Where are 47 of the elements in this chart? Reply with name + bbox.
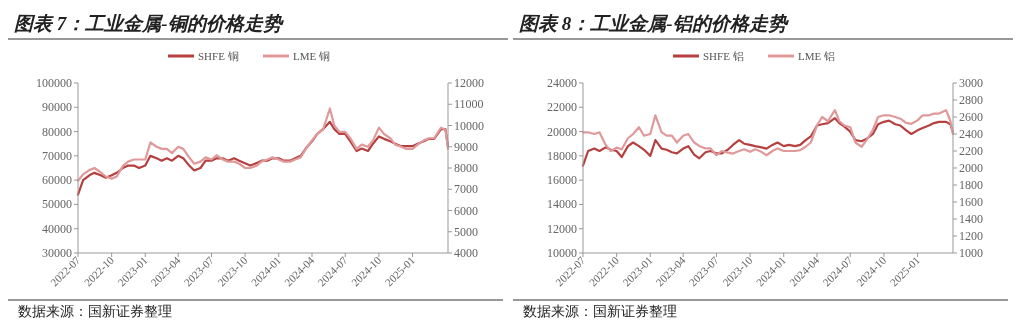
y-tick-label: 14000 xyxy=(547,197,577,212)
y2-tick-label: 2200 xyxy=(959,144,983,158)
line-series xyxy=(581,109,955,157)
y2-tick-label: 4000 xyxy=(454,246,478,260)
y2-tick-label: 1600 xyxy=(959,195,983,209)
y-tick-label: 50000 xyxy=(42,197,72,212)
y2-tick-label: 9000 xyxy=(454,139,478,154)
y-tick-label: 12000 xyxy=(547,221,577,236)
y2-tick-label: 6000 xyxy=(454,203,478,218)
y-tick-label: 24000 xyxy=(547,76,577,90)
y2-tick-label: 5000 xyxy=(454,224,478,239)
y2-tick-label: 2400 xyxy=(959,127,983,141)
chart-title: 图表 7：工业金属-铜的价格走势 xyxy=(14,13,284,34)
legend-label: LME 铜 xyxy=(293,50,330,62)
y2-tick-label: 1200 xyxy=(959,229,983,243)
y-tick-label: 90000 xyxy=(42,100,72,115)
y-tick-label: 22000 xyxy=(547,100,577,115)
legend-label: SHFE 铝 xyxy=(703,50,744,62)
legend-label: LME 铝 xyxy=(798,50,835,62)
y-tick-label: 80000 xyxy=(42,124,72,139)
source-note: 数据来源：国新证券整理 xyxy=(523,303,677,319)
y2-tick-label: 12000 xyxy=(454,76,484,90)
line-series xyxy=(76,120,450,196)
y2-tick-label: 2000 xyxy=(959,161,983,175)
y-tick-label: 10000 xyxy=(547,246,577,260)
y-tick-label: 18000 xyxy=(547,148,577,163)
y-tick-label: 60000 xyxy=(42,173,72,188)
line-series xyxy=(76,107,450,182)
y2-tick-label: 8000 xyxy=(454,161,478,175)
chart-title: 图表 8：工业金属-铝的价格走势 xyxy=(519,13,789,34)
y-tick-label: 100000 xyxy=(36,76,72,90)
y-tick-label: 40000 xyxy=(42,221,72,236)
y-tick-label: 70000 xyxy=(42,148,72,163)
y-tick-label: 30000 xyxy=(42,246,72,260)
y2-tick-label: 1400 xyxy=(959,212,983,226)
y2-tick-label: 1800 xyxy=(959,178,983,192)
y2-tick-label: 3000 xyxy=(959,76,983,90)
y2-tick-label: 7000 xyxy=(454,182,478,197)
y2-tick-label: 1000 xyxy=(959,246,983,260)
y2-tick-label: 11000 xyxy=(454,97,484,112)
y2-tick-label: 2600 xyxy=(959,110,983,124)
y2-tick-label: 2800 xyxy=(959,93,983,107)
y-tick-label: 20000 xyxy=(547,124,577,139)
y-tick-label: 16000 xyxy=(547,173,577,188)
legend-label: SHFE 铜 xyxy=(198,50,239,62)
y2-tick-label: 10000 xyxy=(454,118,484,133)
source-note: 数据来源：国新证券整理 xyxy=(18,303,172,319)
